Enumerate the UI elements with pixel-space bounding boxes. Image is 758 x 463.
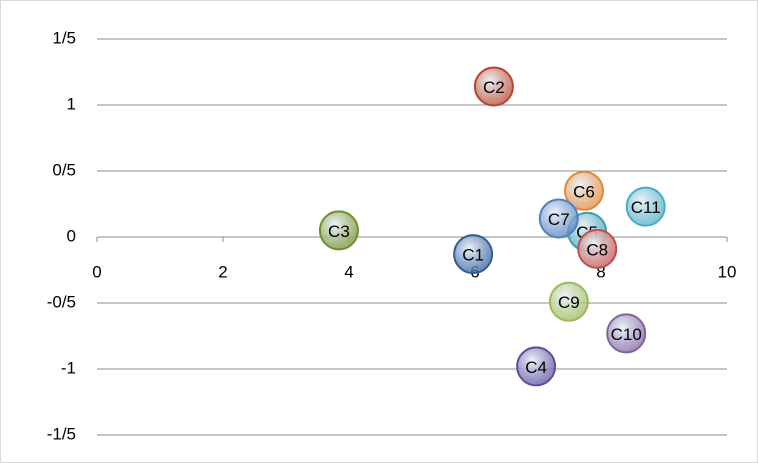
y-tick-label: 1 bbox=[67, 94, 76, 113]
bubble-label: C1 bbox=[462, 246, 484, 265]
bubble-label: C8 bbox=[586, 240, 608, 259]
x-tick-label: 4 bbox=[344, 262, 353, 281]
x-tick-label: 10 bbox=[718, 262, 737, 281]
chart: -1/5-1-0/500/511/50246810C1C2C3C4C5C6C7C… bbox=[0, 0, 758, 463]
bubble-label: C9 bbox=[558, 293, 580, 312]
bubble-label: C10 bbox=[611, 325, 642, 344]
chart-frame bbox=[1, 1, 758, 463]
y-tick-label: -1 bbox=[61, 358, 76, 377]
x-tick-label: 2 bbox=[218, 262, 227, 281]
y-tick-label: -0/5 bbox=[47, 292, 76, 311]
bubble-label: C6 bbox=[573, 182, 595, 201]
bubble-label: C4 bbox=[525, 358, 547, 377]
x-tick-label: 0 bbox=[92, 262, 101, 281]
bubble-label: C11 bbox=[631, 198, 661, 217]
y-tick-label: 0 bbox=[67, 226, 76, 245]
bubble-label: C3 bbox=[328, 222, 350, 241]
y-tick-label: 1/5 bbox=[52, 28, 76, 47]
y-tick-label: 0/5 bbox=[52, 160, 76, 179]
y-tick-label: -1/5 bbox=[47, 424, 76, 443]
bubble-label: C2 bbox=[483, 78, 505, 97]
bubble-label: C7 bbox=[548, 210, 570, 229]
